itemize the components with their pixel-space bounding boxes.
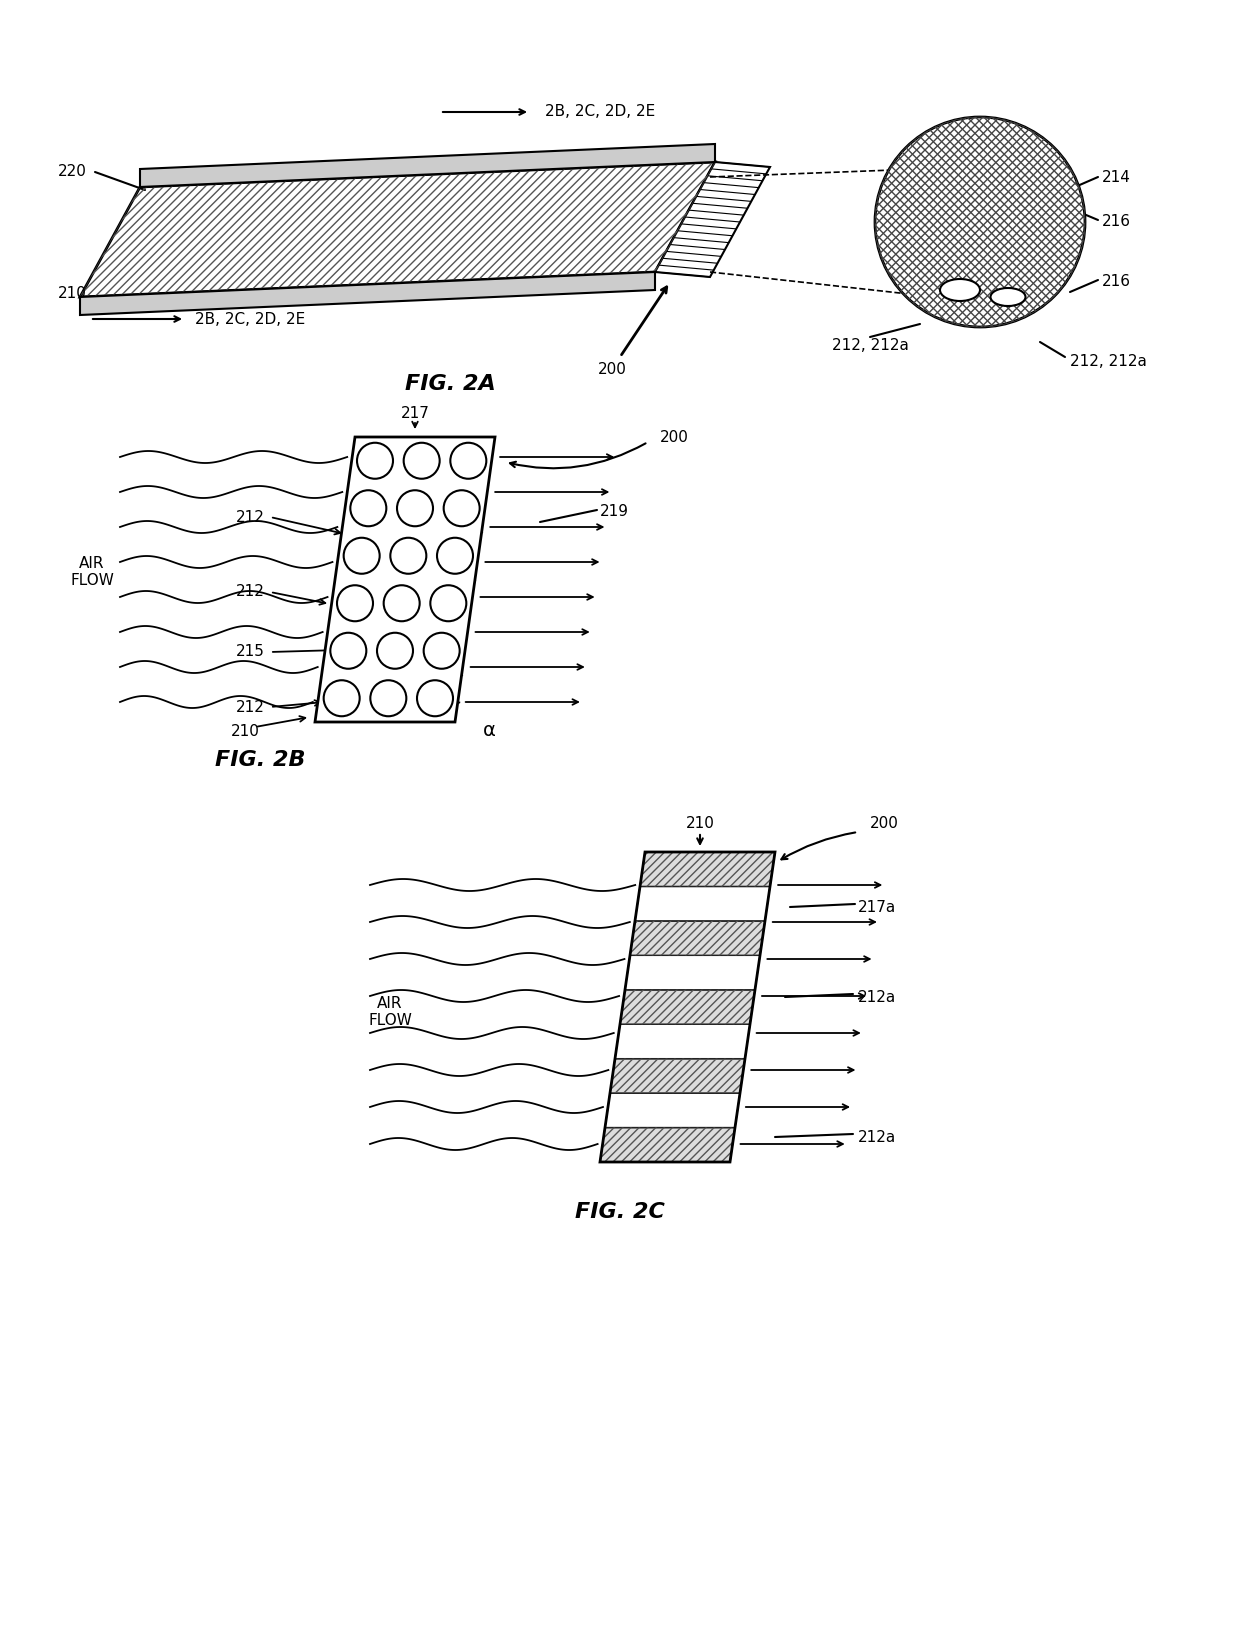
Text: 219: 219 — [600, 504, 629, 519]
Text: 212: 212 — [236, 509, 265, 524]
Circle shape — [450, 443, 486, 479]
Circle shape — [351, 491, 387, 527]
Circle shape — [324, 681, 360, 717]
Text: 200: 200 — [660, 430, 689, 444]
Text: 214: 214 — [1102, 170, 1131, 185]
Circle shape — [371, 681, 407, 717]
Text: 2B, 2C, 2D, 2E: 2B, 2C, 2D, 2E — [546, 104, 655, 119]
Circle shape — [436, 539, 472, 573]
Text: FIG. 2A: FIG. 2A — [404, 373, 495, 393]
Polygon shape — [630, 920, 765, 955]
Polygon shape — [640, 852, 775, 887]
Text: 217: 217 — [401, 406, 429, 421]
Polygon shape — [140, 144, 715, 187]
Polygon shape — [605, 1094, 740, 1128]
Circle shape — [430, 585, 466, 621]
Polygon shape — [655, 162, 770, 278]
Text: AIR
FLOW: AIR FLOW — [368, 996, 412, 1028]
Polygon shape — [81, 162, 715, 297]
Text: 212a: 212a — [858, 1130, 897, 1145]
Polygon shape — [610, 1059, 745, 1094]
Ellipse shape — [991, 287, 1025, 306]
Text: 216: 216 — [1102, 274, 1131, 289]
Ellipse shape — [940, 279, 980, 301]
Text: 212, 212a: 212, 212a — [1070, 355, 1147, 370]
Text: 210: 210 — [231, 725, 259, 740]
Circle shape — [417, 681, 453, 717]
Text: 210: 210 — [686, 816, 714, 831]
Text: FIG. 2C: FIG. 2C — [575, 1203, 665, 1222]
Text: 2B, 2C, 2D, 2E: 2B, 2C, 2D, 2E — [195, 312, 305, 327]
Text: 216: 216 — [1102, 215, 1131, 230]
Polygon shape — [635, 887, 770, 920]
Text: 215: 215 — [236, 644, 265, 659]
Circle shape — [330, 633, 366, 669]
Polygon shape — [615, 1024, 750, 1059]
Text: 210: 210 — [57, 286, 87, 302]
Polygon shape — [81, 273, 655, 316]
Circle shape — [377, 633, 413, 669]
Circle shape — [424, 633, 460, 669]
Text: 212, 212a: 212, 212a — [832, 337, 909, 352]
Circle shape — [383, 585, 419, 621]
Circle shape — [391, 539, 427, 573]
Circle shape — [343, 539, 379, 573]
Text: 220: 220 — [57, 165, 87, 180]
Circle shape — [397, 491, 433, 527]
Text: 212: 212 — [236, 699, 265, 715]
Text: 217a: 217a — [858, 899, 897, 915]
Polygon shape — [620, 990, 755, 1024]
Text: 200: 200 — [870, 816, 899, 831]
Text: FIG. 2B: FIG. 2B — [215, 750, 305, 770]
Circle shape — [404, 443, 440, 479]
Polygon shape — [315, 438, 495, 722]
Text: 200: 200 — [598, 362, 626, 377]
Circle shape — [444, 491, 480, 527]
Text: 212: 212 — [236, 585, 265, 600]
Circle shape — [357, 443, 393, 479]
Text: 212a: 212a — [858, 990, 897, 1004]
Text: α: α — [484, 720, 496, 740]
Polygon shape — [600, 1128, 735, 1161]
Circle shape — [875, 117, 1085, 327]
Polygon shape — [625, 955, 760, 990]
Circle shape — [337, 585, 373, 621]
Text: AIR
FLOW: AIR FLOW — [71, 555, 114, 588]
